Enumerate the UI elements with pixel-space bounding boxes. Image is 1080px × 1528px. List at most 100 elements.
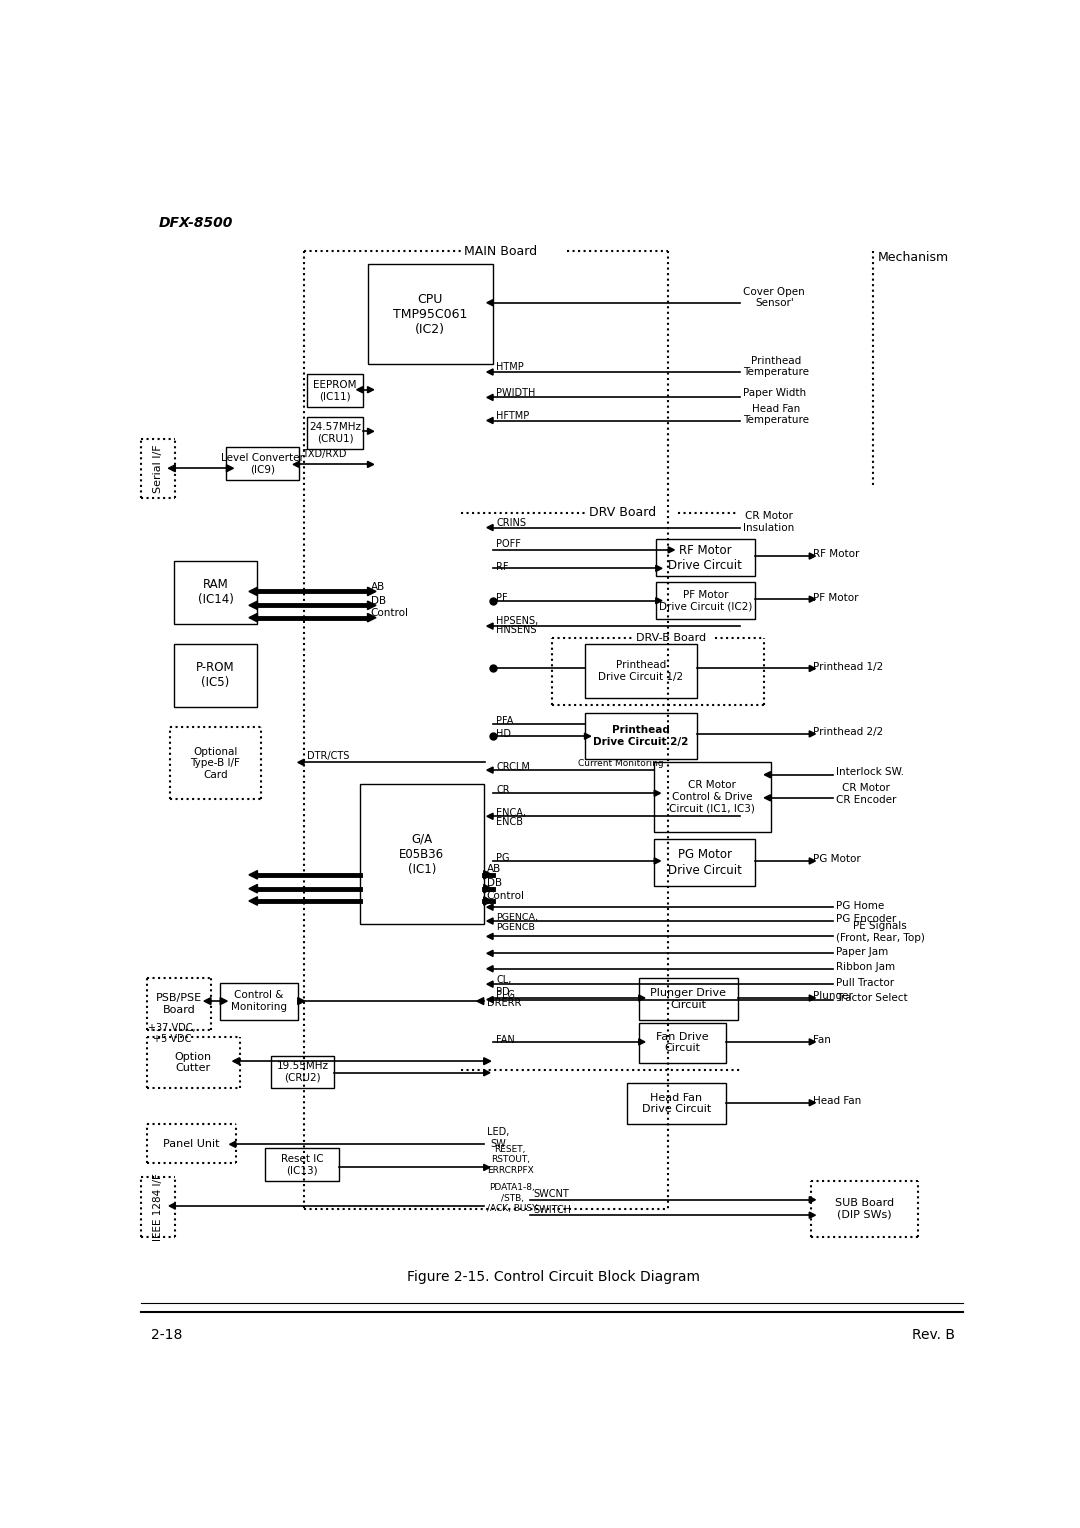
Text: Head Fan: Head Fan xyxy=(813,1096,862,1106)
Text: PE Signals
(Front, Rear, Top): PE Signals (Front, Rear, Top) xyxy=(836,921,924,943)
Text: LED,
SW: LED, SW xyxy=(487,1128,510,1149)
Text: EEPROM
(IC11): EEPROM (IC11) xyxy=(313,379,356,402)
Polygon shape xyxy=(487,981,494,987)
Polygon shape xyxy=(248,613,257,622)
Polygon shape xyxy=(487,813,494,819)
Text: RF Motor: RF Motor xyxy=(813,550,860,559)
Text: 19.55MHz
(CRU2): 19.55MHz (CRU2) xyxy=(276,1060,328,1083)
Text: CR Motor
Control & Drive
Circuit (IC1, IC3): CR Motor Control & Drive Circuit (IC1, I… xyxy=(670,781,755,813)
Text: Reset IC
(IC13): Reset IC (IC13) xyxy=(281,1154,323,1175)
Polygon shape xyxy=(484,1070,490,1076)
Polygon shape xyxy=(669,547,674,553)
Text: Rev. B: Rev. B xyxy=(912,1328,955,1342)
Text: SWITCH: SWITCH xyxy=(534,1204,571,1215)
Text: Fan Drive
Circuit: Fan Drive Circuit xyxy=(656,1031,708,1053)
FancyBboxPatch shape xyxy=(656,582,755,619)
Text: PG Motor: PG Motor xyxy=(813,854,861,865)
Text: PG Home: PG Home xyxy=(836,900,883,911)
Text: PDATA1-8,
/STB,
/ACK, BUSY: PDATA1-8, /STB, /ACK, BUSY xyxy=(487,1183,538,1213)
Polygon shape xyxy=(656,597,662,604)
Text: Printhead
Drive Circuit 1/2: Printhead Drive Circuit 1/2 xyxy=(598,660,684,681)
Polygon shape xyxy=(298,998,305,1004)
Polygon shape xyxy=(809,995,815,1001)
Text: PWIDTH: PWIDTH xyxy=(496,388,536,397)
Text: Plunger: Plunger xyxy=(813,992,853,1001)
Text: Fan: Fan xyxy=(813,1036,831,1045)
Text: MAIN Board: MAIN Board xyxy=(464,244,538,258)
Polygon shape xyxy=(765,795,770,801)
Polygon shape xyxy=(487,966,494,972)
Text: P-ROM
(IC5): P-ROM (IC5) xyxy=(197,662,235,689)
Polygon shape xyxy=(809,665,815,671)
Polygon shape xyxy=(367,461,374,468)
Text: Paper Width: Paper Width xyxy=(743,388,807,397)
Text: Level Converter
(IC9): Level Converter (IC9) xyxy=(221,452,305,474)
Text: Head Fan
Temperature: Head Fan Temperature xyxy=(743,403,809,425)
Polygon shape xyxy=(248,587,257,596)
Polygon shape xyxy=(367,387,374,393)
Text: HFTMP: HFTMP xyxy=(496,411,529,420)
Polygon shape xyxy=(487,905,494,911)
FancyBboxPatch shape xyxy=(654,839,755,886)
FancyBboxPatch shape xyxy=(220,983,298,1019)
Text: TXD/RXD: TXD/RXD xyxy=(301,449,346,460)
Polygon shape xyxy=(487,524,494,530)
Polygon shape xyxy=(204,998,211,1004)
Polygon shape xyxy=(809,1100,815,1106)
Polygon shape xyxy=(232,1057,240,1065)
Text: CR: CR xyxy=(496,785,510,795)
Text: DTR/CTS: DTR/CTS xyxy=(307,752,350,761)
Polygon shape xyxy=(638,1039,645,1045)
Polygon shape xyxy=(487,623,494,630)
Polygon shape xyxy=(654,790,661,796)
Text: DFX-8500: DFX-8500 xyxy=(159,217,232,231)
Text: AB: AB xyxy=(487,865,501,874)
Text: CRINS: CRINS xyxy=(496,518,526,529)
Polygon shape xyxy=(168,465,175,472)
Text: Printhead 2/2: Printhead 2/2 xyxy=(813,727,883,738)
Polygon shape xyxy=(487,996,494,1002)
Polygon shape xyxy=(230,1141,235,1148)
Polygon shape xyxy=(367,601,376,610)
Polygon shape xyxy=(654,857,661,863)
Polygon shape xyxy=(248,601,257,610)
Polygon shape xyxy=(293,461,299,468)
Polygon shape xyxy=(248,871,257,879)
Text: Paper Jam: Paper Jam xyxy=(836,947,888,957)
Polygon shape xyxy=(367,613,376,622)
Text: DRV Board: DRV Board xyxy=(590,506,657,520)
Text: HTMP: HTMP xyxy=(496,362,524,371)
Text: DB: DB xyxy=(487,879,502,888)
Text: PGENCB: PGENCB xyxy=(496,923,535,932)
Text: SUB Board
(DIP SWs): SUB Board (DIP SWs) xyxy=(835,1198,894,1219)
Text: Serial I/F: Serial I/F xyxy=(153,445,163,492)
Text: CPU
TMP95C061
(IC2): CPU TMP95C061 (IC2) xyxy=(393,293,468,336)
Text: Option
Cutter: Option Cutter xyxy=(175,1051,212,1073)
Text: Current Monitoring: Current Monitoring xyxy=(578,759,664,769)
Text: G/A
E05B36
(IC1): G/A E05B36 (IC1) xyxy=(400,833,444,876)
Text: PG Encoder: PG Encoder xyxy=(836,914,895,924)
Text: RESET,
RSTOUT,
ERRCRPFX: RESET, RSTOUT, ERRCRPFX xyxy=(487,1144,534,1175)
FancyBboxPatch shape xyxy=(307,417,363,449)
Polygon shape xyxy=(638,995,645,1001)
Text: Control: Control xyxy=(370,608,408,617)
Text: Figure 2-15. Control Circuit Block Diagram: Figure 2-15. Control Circuit Block Diagr… xyxy=(407,1270,700,1284)
FancyBboxPatch shape xyxy=(584,643,697,698)
Text: ENCB: ENCB xyxy=(496,817,523,828)
Text: DRV-B Board: DRV-B Board xyxy=(636,633,705,643)
Polygon shape xyxy=(484,885,492,892)
Text: AB: AB xyxy=(370,582,384,591)
Polygon shape xyxy=(356,387,363,393)
Text: PSB/PSE
Board: PSB/PSE Board xyxy=(156,993,202,1015)
Text: +37 VDC,
+5 VDC: +37 VDC, +5 VDC xyxy=(148,1022,195,1044)
Polygon shape xyxy=(487,394,494,400)
Text: Control &
Monitoring: Control & Monitoring xyxy=(231,990,287,1012)
Text: Plunger Drive
Circuit: Plunger Drive Circuit xyxy=(650,989,727,1010)
Text: SWCNT: SWCNT xyxy=(534,1189,569,1199)
Text: POFF: POFF xyxy=(496,539,521,550)
Text: Head Fan
Drive Circuit: Head Fan Drive Circuit xyxy=(642,1093,711,1114)
Polygon shape xyxy=(298,759,303,766)
Text: RF Motor
Drive Circuit: RF Motor Drive Circuit xyxy=(669,544,742,571)
Polygon shape xyxy=(484,871,492,879)
FancyBboxPatch shape xyxy=(638,978,738,1019)
